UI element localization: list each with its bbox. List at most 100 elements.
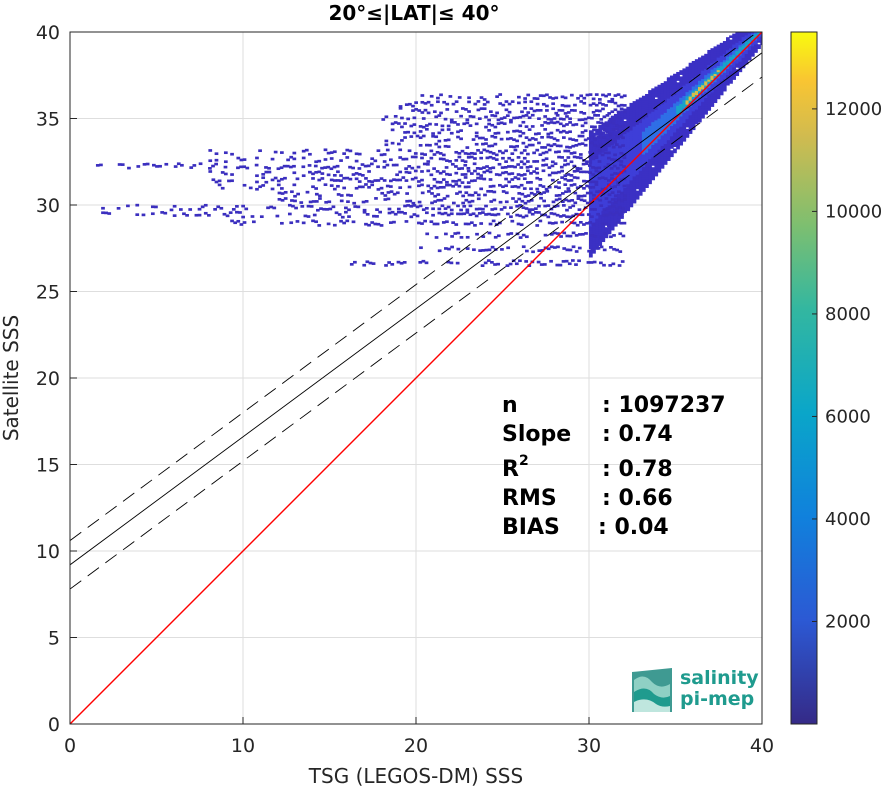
density-cell bbox=[357, 180, 362, 183]
density-cell bbox=[685, 93, 690, 97]
density-cell bbox=[638, 149, 643, 153]
density-cell bbox=[364, 183, 368, 186]
density-cell bbox=[651, 134, 655, 137]
density-cell bbox=[435, 186, 440, 190]
density-cell bbox=[648, 100, 652, 104]
density-cell bbox=[722, 53, 727, 57]
density-cell bbox=[626, 158, 631, 162]
density-cell bbox=[454, 159, 459, 162]
density-cell bbox=[685, 70, 690, 74]
density-cell bbox=[217, 183, 222, 187]
density-cell bbox=[660, 99, 665, 103]
density-cell bbox=[349, 194, 353, 197]
colorbar bbox=[790, 31, 818, 725]
density-cell bbox=[509, 206, 513, 210]
density-cell bbox=[704, 89, 708, 92]
density-cell bbox=[688, 93, 693, 97]
density-cell bbox=[679, 115, 684, 119]
density-cell bbox=[582, 223, 586, 226]
density-cell bbox=[635, 157, 640, 161]
density-cell bbox=[691, 123, 696, 126]
density-cell bbox=[311, 177, 315, 180]
density-cell bbox=[673, 123, 677, 127]
density-cell bbox=[450, 235, 454, 238]
density-cell bbox=[479, 177, 484, 180]
density-cell bbox=[455, 261, 460, 265]
density-cell bbox=[317, 178, 322, 182]
density-cell bbox=[729, 81, 733, 84]
density-cell bbox=[669, 75, 674, 79]
density-cell bbox=[466, 185, 471, 189]
density-cell bbox=[610, 194, 615, 198]
density-cell bbox=[635, 171, 640, 175]
density-cell bbox=[402, 261, 407, 264]
regression-lines bbox=[70, 32, 762, 724]
density-cell bbox=[546, 247, 551, 251]
density-cell bbox=[287, 212, 292, 216]
density-cell bbox=[588, 103, 593, 107]
density-cell bbox=[641, 189, 646, 192]
density-cell bbox=[660, 89, 665, 92]
density-cell bbox=[547, 166, 552, 169]
density-cell bbox=[277, 197, 282, 201]
density-cell bbox=[420, 178, 424, 182]
density-cell bbox=[101, 211, 105, 215]
density-cell bbox=[602, 136, 607, 139]
density-cell bbox=[651, 167, 655, 170]
density-cell bbox=[645, 116, 649, 120]
density-cell bbox=[521, 120, 526, 124]
density-cell bbox=[522, 177, 527, 181]
density-cell bbox=[607, 165, 612, 168]
density-cell bbox=[604, 135, 609, 139]
density-cell bbox=[679, 124, 684, 127]
density-cell bbox=[481, 211, 485, 214]
density-cell bbox=[354, 172, 359, 175]
density-cell bbox=[589, 132, 593, 136]
density-cell bbox=[735, 65, 740, 68]
density-cell bbox=[524, 207, 529, 210]
density-cell bbox=[432, 153, 437, 156]
density-cell bbox=[663, 114, 668, 118]
density-cell bbox=[613, 108, 618, 112]
density-cell bbox=[489, 190, 494, 193]
density-cell bbox=[704, 55, 708, 59]
density-cell bbox=[729, 43, 733, 47]
density-cell bbox=[444, 247, 448, 250]
density-cell bbox=[710, 85, 715, 89]
density-cell bbox=[592, 246, 596, 250]
density-cell bbox=[682, 87, 687, 90]
density-cell bbox=[592, 149, 596, 152]
density-cell bbox=[507, 110, 512, 114]
density-cell bbox=[555, 144, 560, 148]
density-cell bbox=[490, 213, 495, 217]
density-cell bbox=[663, 87, 668, 91]
density-cell bbox=[572, 164, 577, 168]
density-cell bbox=[604, 125, 609, 129]
density-cell bbox=[657, 107, 662, 111]
density-cell bbox=[604, 158, 609, 162]
density-cell bbox=[601, 166, 606, 170]
density-cell bbox=[626, 196, 631, 199]
x-tick-label: 20 bbox=[404, 735, 428, 757]
density-cell bbox=[601, 218, 606, 222]
density-cell bbox=[589, 223, 593, 227]
density-cell bbox=[685, 135, 690, 138]
density-cell bbox=[651, 177, 655, 181]
density-cell bbox=[598, 156, 603, 159]
density-cell bbox=[516, 177, 521, 181]
density-cell bbox=[504, 170, 508, 174]
density-cell bbox=[552, 143, 557, 146]
density-cell bbox=[648, 160, 652, 164]
density-cell bbox=[356, 205, 361, 209]
density-cell bbox=[729, 47, 733, 51]
density-cell bbox=[107, 212, 112, 215]
density-cell bbox=[635, 196, 640, 200]
density-cell bbox=[629, 204, 634, 208]
density-cell bbox=[371, 262, 376, 265]
density-cell bbox=[732, 33, 736, 37]
density-cell bbox=[716, 81, 721, 85]
density-cell bbox=[679, 142, 684, 146]
density-cell bbox=[716, 57, 721, 60]
density-cell bbox=[326, 222, 331, 226]
density-cell bbox=[641, 106, 646, 109]
